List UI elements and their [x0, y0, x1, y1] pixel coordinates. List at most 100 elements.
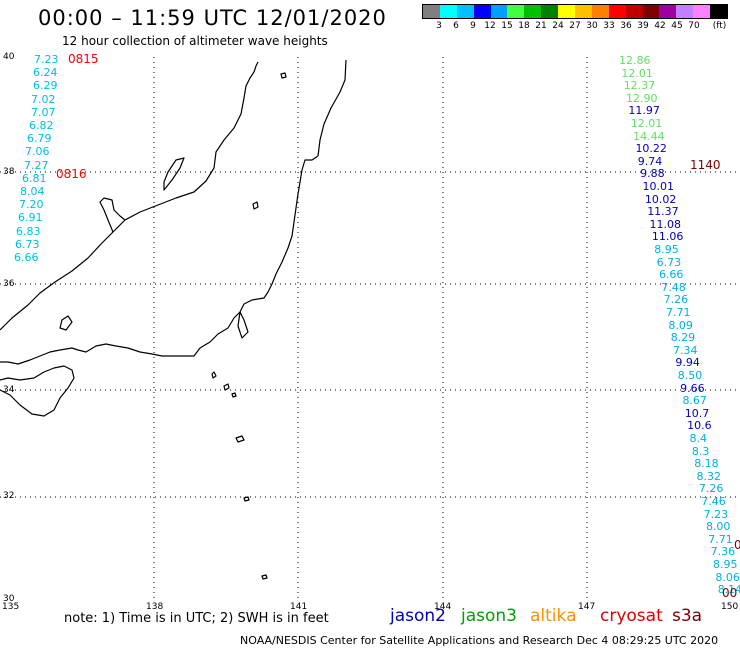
wave-height-value: 7.34: [673, 343, 698, 357]
wave-height-value: 6.73: [15, 237, 40, 251]
wave-height-value: 7.71: [708, 532, 733, 546]
lake-islet: [252, 201, 259, 210]
wave-height-value: 8.4: [689, 432, 708, 445]
wave-height-value: 9.66: [680, 381, 705, 395]
colorbar-swatch: [490, 5, 508, 18]
units-note: note: 1) Time is in UTC; 2) SWH is in fe…: [64, 611, 329, 626]
colorbar-swatch: [608, 5, 626, 18]
longitude-label: 135: [2, 602, 20, 612]
colorbar-swatch: [642, 5, 660, 18]
awaji-island: [59, 315, 73, 331]
noto-peninsula: [99, 197, 126, 233]
colorbar-swatch: [591, 5, 609, 18]
longitude-label: 138: [146, 602, 164, 612]
graticule: [0, 57, 740, 600]
colorbar-label: (ft): [712, 21, 727, 31]
colorbar-label: 39: [637, 21, 649, 31]
pass-time-label: 00: [722, 586, 738, 600]
wave-height-value: 8.00: [705, 520, 731, 534]
wave-height-value: 7.26: [663, 293, 689, 307]
wave-height-value: 8.04: [20, 185, 45, 198]
wave-height-value: 6.29: [33, 79, 58, 93]
longitude-label: 141: [290, 602, 308, 612]
wave-height-value: 6.79: [27, 132, 52, 146]
wave-height-value: 7.02: [31, 92, 56, 106]
longitude-label: 144: [434, 602, 452, 612]
satellite-legend-item: cryosat: [600, 606, 663, 626]
wave-height-value: 7.48: [661, 280, 686, 294]
colorbar-label: 9: [470, 21, 476, 31]
colorbar-swatch: [710, 5, 728, 18]
colorbar-label: 18: [518, 21, 530, 31]
colorbar-label: 12: [484, 21, 496, 31]
colorbar-swatch: [473, 5, 491, 18]
wave-height-value: 8.18: [694, 457, 719, 471]
wave-height-value: 10.02: [644, 192, 677, 206]
wave-height-value: 8.95: [654, 243, 679, 256]
wave-height-value: 12.01: [621, 66, 653, 80]
wave-height-value: 10.22: [635, 142, 667, 156]
colorbar-swatch: [423, 5, 440, 18]
colorbar-label: 3: [436, 21, 442, 31]
colorbar-label: 30: [586, 21, 598, 31]
latitude-label: 34: [3, 385, 15, 395]
satellite-legend-item: jason2: [390, 606, 446, 626]
colorbar-swatch: [507, 5, 525, 18]
pass-time-label: 0816: [56, 167, 87, 181]
colorbar-swatch: [558, 5, 576, 18]
track-east-time: 1140: [690, 158, 721, 172]
colorbar-swatch: [659, 5, 677, 18]
wave-height-value: 6.83: [16, 224, 41, 238]
wave-height-value: 11.97: [628, 104, 660, 118]
wave-height-value: 6.73: [656, 255, 682, 269]
wave-height-value: 7.23: [34, 53, 59, 66]
wave-height-value: 10.7: [684, 406, 710, 420]
wave-height-colorbar: [422, 4, 728, 19]
colorbar-swatch: [575, 5, 592, 18]
colorbar-label: 15: [501, 21, 513, 31]
satellite-legend-item: s3a: [672, 606, 703, 626]
honshu-coastline: [0, 59, 347, 365]
footer-credit: NOAA/NESDIS Center for Satellite Applica…: [240, 634, 719, 647]
colorbar-label: 27: [569, 21, 581, 31]
satellite-legend-item: jason3: [461, 606, 517, 626]
wave-height-value: 7.26: [698, 482, 724, 496]
colorbar-label: 33: [603, 21, 615, 31]
wave-height-value: 8.67: [682, 394, 707, 408]
colorbar-swatch: [693, 5, 711, 18]
colorbar-swatch: [524, 5, 542, 18]
map-subtitle: 12 hour collection of altimeter wave hei…: [62, 34, 328, 48]
wave-height-value: 7.27: [24, 158, 49, 172]
colorbar-swatch: [439, 5, 457, 18]
coastline: [0, 59, 347, 580]
izu-islands: [211, 371, 268, 580]
wave-height-value: 6.91: [18, 211, 43, 225]
wave-height-value: 12.01: [630, 117, 663, 130]
latitude-label: 38: [3, 167, 15, 177]
wave-height-value: 8.09: [668, 318, 693, 332]
wave-height-value: 6.24: [33, 66, 58, 80]
colorbar-label: 45: [671, 21, 683, 31]
wave-height-value: 7.36: [710, 545, 736, 559]
colorbar-label: 42: [654, 21, 666, 31]
wave-height-value: 6.66: [658, 268, 684, 282]
colorbar-label: 24: [552, 21, 564, 31]
wave-height-value: 8.06: [715, 570, 740, 584]
colorbar-label: 21: [535, 21, 547, 31]
wave-height-value: 9.88: [640, 167, 665, 181]
wave-height-value: 14.44: [633, 129, 665, 143]
wave-height-value: 8.3: [691, 444, 710, 458]
pass-time-label: 0815: [68, 52, 99, 66]
wave-height-value: 6.81: [22, 171, 47, 185]
sado-island: [163, 157, 185, 191]
izu-peninsula: [237, 311, 249, 339]
wave-height-value: 10.6: [687, 419, 712, 433]
colorbar-label: 36: [620, 21, 632, 31]
wave-height-value: 8.32: [696, 469, 722, 483]
wave-height-value: 12.86: [619, 54, 651, 67]
latitude-label: 40: [3, 52, 15, 62]
colorbar-label: 6: [453, 21, 459, 31]
wave-height-value: 8.14: [717, 583, 740, 597]
wave-height-value: 6.66: [14, 251, 39, 264]
